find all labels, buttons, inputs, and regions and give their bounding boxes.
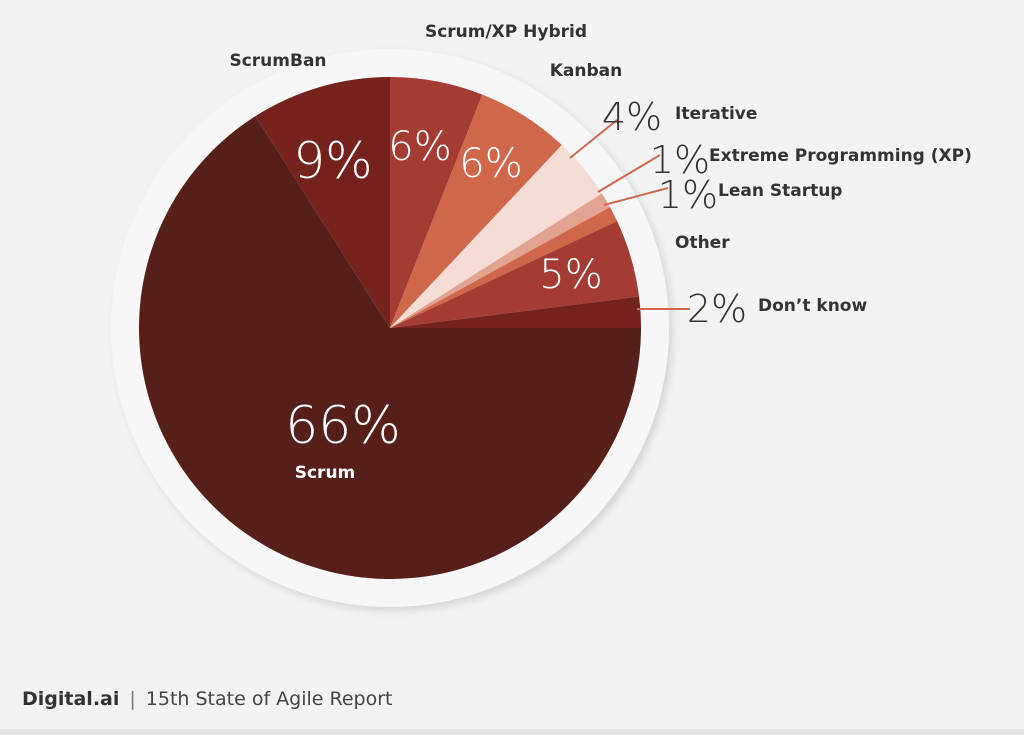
pie-slice-don-t-know [390, 296, 641, 328]
category-label-don-t-know: Don’t know [758, 296, 867, 316]
data-label-lean-startup: 1% [658, 173, 718, 217]
category-label-iterative: Iterative [675, 104, 757, 124]
footer: Digital.ai | 15th State of Agile Report [22, 688, 393, 710]
data-label-extreme-programming-xp: 1% [650, 138, 710, 182]
data-label-don-t-know: 2% [687, 287, 747, 331]
data-label-kanban: 6% [459, 141, 522, 187]
footer-separator: | [129, 688, 136, 710]
leader-line-lean-startup [603, 187, 669, 206]
pie-slice-iterative [390, 145, 602, 328]
pie-slice-extreme-programming-xp [390, 193, 610, 328]
data-label-iterative: 4% [602, 95, 662, 139]
data-label-other: 5% [539, 252, 602, 298]
pie-slice-lean-startup [390, 207, 618, 328]
pie-slice-scrum-xp-hybrid [390, 77, 483, 328]
pie-slice-kanban [390, 94, 562, 328]
leader-line-iterative [569, 119, 618, 159]
leader-line-extreme-programming-xp [597, 154, 661, 193]
data-label-scrum: 66% [285, 396, 401, 456]
brand-name: Digital.ai [22, 688, 120, 710]
category-label-other: Other [675, 233, 730, 253]
category-label-scrum: Scrum [295, 463, 356, 483]
data-label-scrumban: 9% [293, 132, 372, 190]
category-label-lean-startup: Lean Startup [718, 181, 842, 201]
data-label-scrum-xp-hybrid: 6% [388, 124, 451, 170]
pie-slice-scrumban [255, 77, 390, 328]
category-label-extreme-programming-xp: Extreme Programming (XP) [709, 146, 972, 166]
pie-slice-scrum [139, 116, 641, 579]
category-label-kanban: Kanban [550, 61, 623, 81]
pie-slice-other [390, 221, 640, 328]
category-label-scrumban: ScrumBan [229, 51, 326, 71]
report-title: 15th State of Agile Report [145, 688, 393, 710]
category-label-scrum-xp-hybrid: Scrum/XP Hybrid [425, 22, 587, 42]
bottom-bar [0, 729, 1024, 735]
